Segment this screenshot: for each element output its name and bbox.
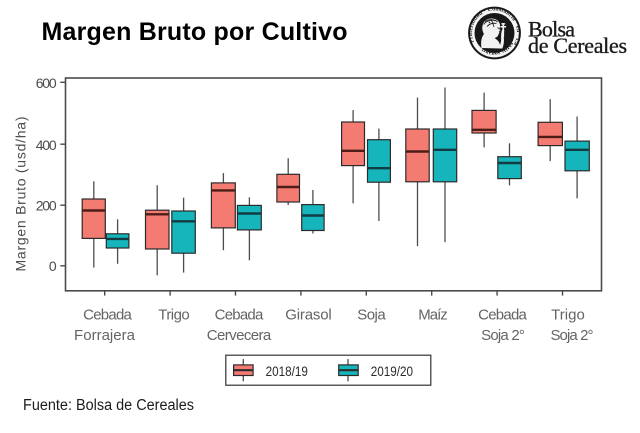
svg-text:Trigo: Trigo [158, 306, 189, 323]
svg-text:Forrajera: Forrajera [74, 327, 136, 344]
svg-text:Trigo: Trigo [551, 306, 585, 323]
svg-text:Cebada: Cebada [215, 306, 264, 323]
svg-text:Fuente: Bolsa de Cereales: Fuente: Bolsa de Cereales [23, 397, 194, 414]
svg-text:600: 600 [36, 75, 57, 91]
svg-text:Soja: Soja [357, 306, 386, 323]
svg-text:Soja 2°: Soja 2° [481, 327, 525, 344]
svg-text:Maíz: Maíz [418, 306, 447, 323]
svg-text:Girasol: Girasol [285, 306, 332, 323]
svg-text:0: 0 [49, 258, 57, 274]
svg-text:Cebada: Cebada [478, 306, 527, 323]
svg-text:2018/19: 2018/19 [266, 363, 308, 379]
svg-text:400: 400 [36, 137, 57, 153]
svg-text:Cebada: Cebada [83, 306, 132, 323]
svg-text:Margen Bruto por Cultivo: Margen Bruto por Cultivo [42, 18, 348, 46]
svg-text:Margen Bruto (usd/ha): Margen Bruto (usd/ha) [13, 117, 29, 272]
svg-text:de Cereales: de Cereales [528, 33, 627, 58]
svg-text:Soja 2°: Soja 2° [550, 327, 593, 344]
svg-text:Bolsa: Bolsa [528, 16, 575, 41]
svg-text:Cervecera: Cervecera [207, 327, 272, 344]
svg-text:200: 200 [36, 197, 57, 213]
svg-text:2019/20: 2019/20 [371, 363, 413, 379]
